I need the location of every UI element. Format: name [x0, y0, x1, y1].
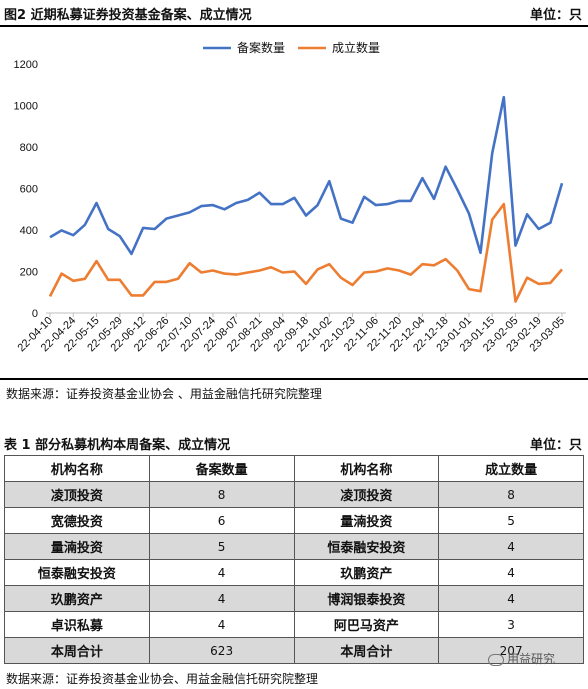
table-cell: 玖鹏资产 — [4, 585, 150, 612]
col-header: 机构名称 — [4, 455, 150, 482]
table-cell: 恒泰融安投资 — [293, 533, 440, 560]
institution-table: 机构名称 备案数量 机构名称 成立数量 凌顶投资 8 凌顶投资 8 宽德投资 6… — [4, 455, 584, 664]
table-title: 表 1 部分私募机构本周备案、成立情况 — [4, 438, 231, 453]
table-unit: 单位：只 — [529, 438, 582, 453]
table-cell: 8 — [148, 481, 295, 508]
table-cell: 卓识私募 — [4, 611, 150, 638]
table-cell: 恒泰融安投资 — [4, 559, 150, 586]
series-line-filing — [49, 95, 564, 256]
figure-header: 图2 近期私募证券投资基金备案、成立情况 单位：只 — [0, 0, 588, 26]
table-cell: 4 — [148, 559, 295, 586]
table-cell: 4 — [148, 611, 295, 638]
table-cell: 207 — [438, 637, 584, 664]
table-row: 凌顶投资 8 凌顶投资 8 — [4, 481, 584, 508]
table-cell: 量湳投资 — [293, 507, 440, 534]
table-cell: 宽德投资 — [4, 507, 150, 534]
table-cell: 623 — [148, 637, 295, 664]
table-row: 恒泰融安投资 4 玖鹏资产 4 — [4, 559, 584, 586]
y-tick-label: 200 — [20, 267, 38, 279]
table-cell: 玖鹏资产 — [293, 559, 440, 586]
table-cell: 4 — [438, 533, 584, 560]
line-chart: 02004006008001000120022-04-1022-04-2422-… — [14, 40, 568, 354]
legend-label: 备案数量 — [237, 40, 285, 55]
table-total-row: 本周合计 623 本周合计 207 — [4, 637, 584, 664]
table-cell: 4 — [438, 585, 584, 612]
table-row: 卓识私募 4 阿巴马资产 3 — [4, 611, 584, 638]
table-cell: 8 — [438, 481, 584, 508]
table-cell: 量湳投资 — [4, 533, 150, 560]
table-cell: 本周合计 — [4, 637, 150, 664]
table-header: 表 1 部分私募机构本周备案、成立情况 单位：只 — [0, 432, 588, 454]
y-tick-label: 1200 — [14, 59, 38, 71]
table-cell: 凌顶投资 — [4, 481, 150, 508]
col-header: 机构名称 — [293, 455, 440, 482]
table-cell: 本周合计 — [293, 637, 440, 664]
table-cell: 6 — [148, 507, 295, 534]
figure-title: 图2 近期私募证券投资基金备案、成立情况 — [4, 8, 252, 23]
watermark-text: 用益研究 — [507, 652, 556, 666]
watermark: 用益研究 — [488, 650, 555, 667]
y-tick-label: 800 — [20, 142, 38, 154]
table-cell: 5 — [438, 507, 584, 534]
table-row: 玖鹏资产 4 博润银泰投资 4 — [4, 585, 584, 612]
table-row: 量湳投资 5 恒泰融安投资 4 — [4, 533, 584, 560]
figure-top-rule — [0, 25, 588, 27]
table-cell: 3 — [438, 611, 584, 638]
figure-unit: 单位：只 — [529, 8, 582, 23]
table-cell: 阿巴马资产 — [293, 611, 440, 638]
wechat-icon — [488, 653, 504, 666]
y-tick-label: 0 — [32, 308, 38, 320]
table-cell: 博润银泰投资 — [293, 585, 440, 612]
legend-label: 成立数量 — [332, 40, 380, 55]
table-source: 数据来源：证券投资基金业协会、用益金融信托研究院整理 — [6, 672, 319, 686]
figure-bottom-rule — [0, 378, 588, 380]
y-tick-label: 1000 — [14, 101, 38, 113]
table-cell: 4 — [438, 559, 584, 586]
table-cell: 4 — [148, 585, 295, 612]
y-tick-label: 400 — [20, 225, 38, 237]
y-tick-label: 600 — [20, 184, 38, 196]
table-header-row: 机构名称 备案数量 机构名称 成立数量 — [4, 455, 584, 482]
col-header: 备案数量 — [148, 455, 295, 482]
series-line-established — [48, 202, 563, 303]
table-cell: 凌顶投资 — [293, 481, 440, 508]
col-header: 成立数量 — [438, 455, 584, 482]
table-cell: 5 — [148, 533, 295, 560]
table-row: 宽德投资 6 量湳投资 5 — [4, 507, 584, 534]
figure-source: 数据来源：证券投资基金业协会 、用益金融信托研究院整理 — [6, 387, 322, 401]
